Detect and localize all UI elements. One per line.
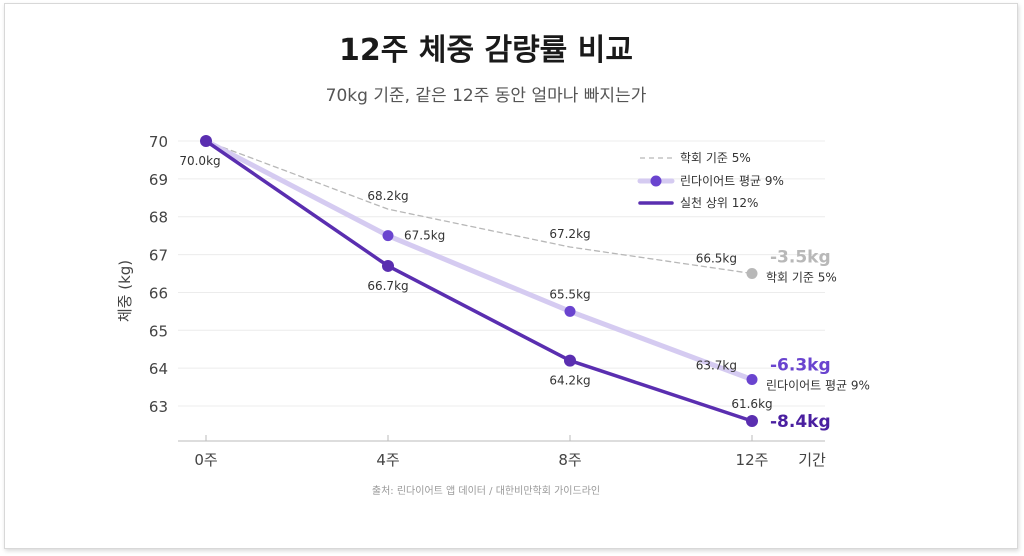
y-tick-label: 66 xyxy=(149,284,168,302)
change-label: -6.3kg xyxy=(770,356,831,376)
legend-entry: 학회 기준 5% xyxy=(680,151,751,165)
data-label: 70.0kg xyxy=(179,154,220,168)
data-point xyxy=(564,354,576,367)
series-end-label: 학회 기준 5% xyxy=(766,271,837,285)
data-point xyxy=(746,414,758,427)
x-tick-label: 0주 xyxy=(194,451,217,469)
data-point xyxy=(200,135,212,147)
data-label: 66.7kg xyxy=(367,279,408,293)
data-point xyxy=(746,374,758,386)
y-tick-label: 63 xyxy=(149,398,168,416)
data-label: 63.7kg xyxy=(696,359,737,373)
data-label: 61.6kg xyxy=(731,397,772,411)
chart-subtitle: 70kg 기준, 같은 12주 동안 얼마나 빠지는가 xyxy=(326,86,647,106)
data-label: 67.5kg xyxy=(404,229,445,243)
y-tick-label: 67 xyxy=(149,247,168,265)
x-axis-label: 기간 xyxy=(798,451,826,469)
legend-marker xyxy=(650,175,662,187)
data-point xyxy=(382,230,394,242)
data-point xyxy=(382,259,394,272)
change-label: -3.5kg xyxy=(770,248,831,268)
x-tick-label: 12주 xyxy=(736,451,769,469)
data-label: 66.5kg xyxy=(696,252,737,266)
legend-entry: 린다이어트 평균 9% xyxy=(680,174,784,188)
series-line-0 xyxy=(205,140,753,275)
data-label: 67.2kg xyxy=(549,227,590,241)
data-point xyxy=(564,305,576,317)
series-line-2 xyxy=(204,139,754,423)
y-axis-label: 체중 (kg) xyxy=(116,260,134,322)
data-label: 65.5kg xyxy=(549,287,590,301)
change-label: -8.4kg xyxy=(770,412,831,432)
data-label: 64.2kg xyxy=(549,374,590,388)
x-tick-label: 8주 xyxy=(558,451,581,469)
y-tick-label: 65 xyxy=(149,322,168,340)
legend-entry: 실천 상위 12% xyxy=(680,195,758,210)
source-note: 출처: 린다이어트 앱 데이터 / 대한비만학회 가이드라인 xyxy=(372,485,600,497)
y-tick-label: 69 xyxy=(149,171,168,189)
series-end-label: 린다이어트 평균 9% xyxy=(766,379,870,393)
series-line-1 xyxy=(203,138,755,383)
chart-card xyxy=(4,3,1018,549)
y-tick-label: 70 xyxy=(149,133,168,151)
data-point xyxy=(746,268,758,280)
data-label: 68.2kg xyxy=(367,189,408,203)
chart-title: 12주 체중 감량률 비교 xyxy=(339,33,633,68)
y-tick-label: 68 xyxy=(149,209,168,227)
x-tick-label: 4주 xyxy=(376,451,399,469)
y-tick-label: 64 xyxy=(149,360,168,378)
